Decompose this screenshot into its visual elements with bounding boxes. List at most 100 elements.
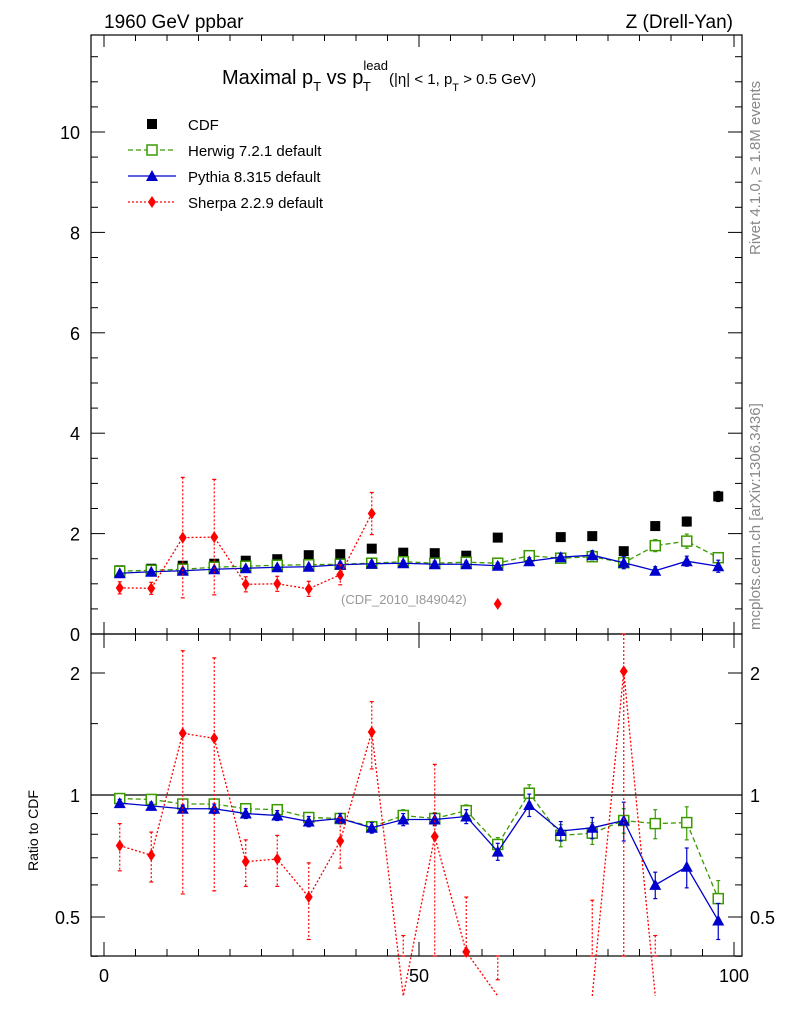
- ratio-y-tick-label-right: 0.5: [750, 908, 775, 928]
- data-point: [271, 561, 284, 573]
- data-point: [145, 565, 158, 577]
- data-point: [586, 549, 599, 561]
- data-point: [681, 535, 693, 547]
- legend-label: CDF: [188, 117, 219, 134]
- data-point: [712, 560, 725, 572]
- data-point: [461, 550, 472, 561]
- y-tick-label: 10: [60, 123, 80, 143]
- ratio-axes: 0.5 0.5 1 1 2 2 0 50 100: [55, 634, 775, 986]
- data-point: [617, 556, 630, 568]
- data-point: [178, 727, 187, 740]
- data-point: [681, 516, 692, 527]
- data-point: [335, 549, 346, 560]
- data-point: [336, 568, 345, 581]
- data-point: [491, 559, 504, 571]
- series-pythia-8-315-default: [113, 549, 725, 579]
- data-point: [555, 532, 566, 543]
- series-pythia-8-315-default: [113, 793, 725, 941]
- y-tick-label: 8: [70, 223, 80, 243]
- y-tick-label: 0: [70, 625, 80, 645]
- data-point: [115, 581, 124, 594]
- series-sherpa-2-2-9-default: [115, 633, 658, 997]
- data-point: [302, 560, 315, 572]
- data-point: [680, 555, 693, 567]
- data-point: [210, 531, 219, 544]
- data-point: [429, 548, 440, 559]
- series-line: [119, 554, 719, 574]
- main-axes: 0 2 4 6 8 10: [60, 35, 742, 645]
- legend-label: Pythia 8.315 default: [188, 169, 321, 186]
- data-point: [712, 892, 724, 905]
- data-point: [398, 547, 409, 558]
- data-point: [208, 802, 221, 814]
- data-point: [649, 817, 661, 830]
- ratio-y-tick-label: 1: [70, 786, 80, 806]
- data-point: [554, 825, 567, 837]
- data-point: [272, 554, 283, 565]
- data-point: [491, 845, 504, 857]
- ratio-y-tick-label-right: 1: [750, 786, 760, 806]
- legend-item: Sherpa 2.2.9 default: [128, 195, 324, 212]
- data-point: [336, 835, 345, 848]
- data-point: [649, 539, 661, 552]
- data-point: [523, 798, 536, 810]
- data-point: [241, 855, 250, 868]
- main-series-group: [113, 476, 725, 610]
- rivet-label: Rivet 4.1.0, ≥ 1.8M events: [747, 81, 764, 255]
- data-point: [492, 532, 503, 543]
- data-point: [619, 665, 628, 678]
- data-point: [397, 813, 410, 825]
- data-point: [147, 849, 156, 862]
- data-point: [239, 807, 252, 819]
- data-point: [650, 521, 661, 532]
- data-point: [617, 814, 630, 826]
- data-point: [586, 821, 599, 833]
- process-label: Z (Drell-Yan): [626, 12, 733, 33]
- data-point: [397, 557, 410, 569]
- data-point: [178, 531, 187, 544]
- data-point: [428, 558, 441, 570]
- data-point: [303, 550, 314, 561]
- data-point: [302, 815, 315, 827]
- data-point: [113, 797, 126, 809]
- data-point: [304, 891, 313, 904]
- ratio-series-group: [113, 633, 725, 997]
- data-point: [430, 830, 439, 843]
- data-point: [681, 816, 693, 829]
- legend: CDF Herwig 7.2.1 default Pythia 8.315 defa…: [128, 117, 324, 212]
- data-point: [366, 543, 377, 554]
- data-point: [147, 582, 156, 595]
- data-point: [113, 567, 126, 579]
- x-tick-label: 50: [409, 966, 429, 986]
- y-tick-label: 6: [70, 324, 80, 344]
- energy-label: 1960 GeV ppbar: [104, 12, 244, 33]
- data-point: [367, 507, 376, 520]
- data-point: [680, 860, 693, 872]
- ratio-y-tick-label: 2: [70, 664, 80, 684]
- data-point: [367, 726, 376, 739]
- legend-marker: [148, 196, 156, 208]
- data-point: [273, 853, 282, 866]
- data-point: [304, 582, 313, 595]
- y-tick-label: 4: [70, 424, 80, 444]
- legend-marker: [147, 119, 157, 129]
- data-point: [460, 558, 473, 570]
- x-tick-label: 0: [99, 966, 109, 986]
- series-line: [119, 671, 656, 997]
- data-point: [210, 732, 219, 745]
- legend-marker: [146, 144, 158, 156]
- data-point: [587, 531, 598, 542]
- ratio-y-tick-label-right: 2: [750, 664, 760, 684]
- data-point: [273, 577, 282, 590]
- ratio-axis-label: Ratio to CDF: [25, 790, 41, 871]
- data-point: [115, 839, 124, 852]
- data-point: [239, 562, 252, 574]
- data-point: [649, 878, 662, 890]
- legend-item: Herwig 7.2.1 default: [128, 143, 322, 160]
- series-herwig-7-2-1-default: [114, 784, 724, 920]
- data-point: [618, 546, 629, 557]
- ratio-y-tick-label: 0.5: [55, 908, 80, 928]
- data-point: [365, 821, 378, 833]
- y-tick-label: 2: [70, 525, 80, 545]
